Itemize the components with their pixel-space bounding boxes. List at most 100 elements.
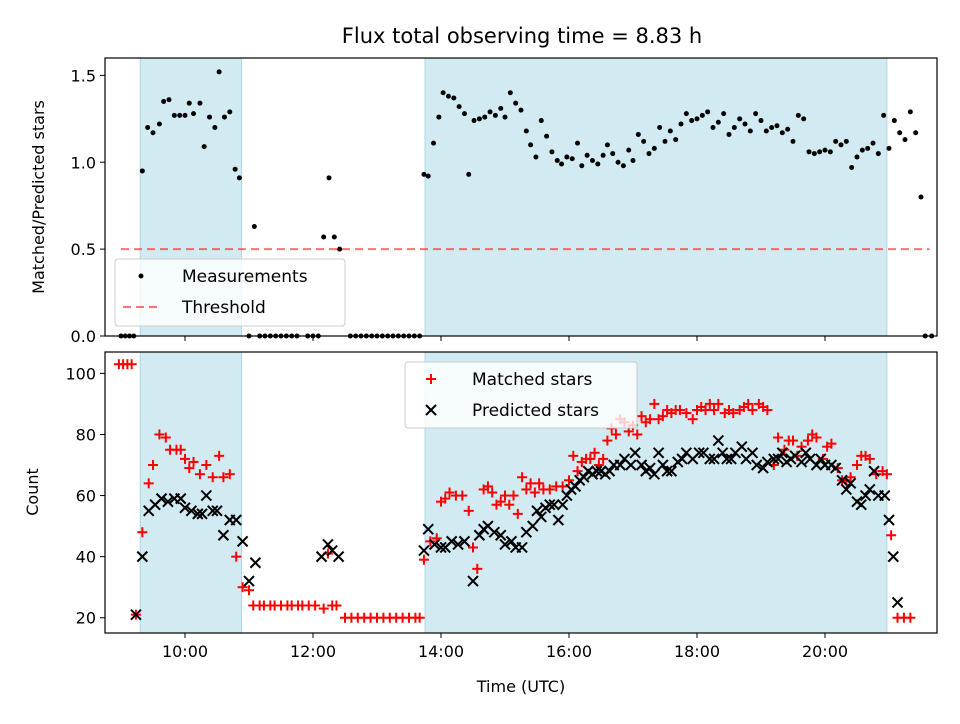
measurement-point	[843, 138, 849, 144]
matched-star-marker	[154, 429, 165, 440]
matched-star-marker	[237, 582, 248, 593]
measurement-point	[715, 119, 721, 125]
predicted-star-marker	[879, 489, 891, 502]
measurement-point	[564, 154, 570, 160]
predicted-star-marker	[625, 459, 637, 471]
measurement-point	[811, 151, 817, 157]
matched-star-marker	[881, 469, 892, 480]
predicted-star-marker	[776, 447, 789, 459]
measurement-point	[498, 105, 504, 111]
x-tick-label: 18:00	[674, 642, 720, 661]
matched-star-marker	[572, 466, 583, 477]
measurement-point	[827, 149, 833, 155]
predicted-star-marker	[136, 550, 149, 563]
matched-star-marker	[747, 405, 758, 416]
matched-star-marker	[687, 414, 698, 425]
predicted-star-marker	[665, 465, 678, 477]
measurement-point	[859, 147, 865, 153]
predicted-star-marker	[488, 526, 501, 538]
predicted-star-marker	[603, 465, 616, 477]
predicted-star-marker	[652, 447, 665, 459]
measurement-point	[865, 145, 871, 151]
measurement-point	[742, 121, 748, 127]
measurement-point	[171, 112, 177, 118]
predicted-star-marker	[795, 456, 808, 468]
predicted-star-marker	[196, 508, 208, 520]
predicted-star-marker	[810, 459, 823, 471]
top-y-tick-label: 0.0	[71, 327, 96, 346]
matched-star-marker	[602, 435, 613, 446]
measurement-point	[482, 114, 488, 120]
matched-star-marker	[645, 414, 656, 425]
matched-star-marker	[826, 438, 837, 449]
predicted-star-marker	[175, 492, 187, 505]
measurement-point	[779, 130, 785, 136]
predicted-star-marker	[716, 447, 729, 459]
measurement-point	[559, 161, 565, 167]
measurement-point	[763, 128, 769, 134]
measurement-point	[710, 125, 716, 130]
measurement-point	[421, 171, 427, 177]
measurement-point	[201, 144, 207, 150]
measurement-point	[569, 156, 575, 162]
predicted-star-marker	[452, 538, 464, 551]
top-axes-frame	[104, 57, 938, 337]
measurement-point	[507, 90, 513, 96]
measurement-point	[186, 100, 192, 106]
measurement-point	[610, 151, 616, 157]
matched-star-marker	[557, 481, 568, 492]
measurement-point	[513, 100, 519, 106]
x-axis-label: Time (UTC)	[476, 677, 565, 696]
matched-star-marker	[589, 447, 600, 458]
measurement-point	[662, 138, 668, 144]
matched-star-marker	[529, 487, 540, 498]
matched-star-marker	[649, 398, 660, 409]
matched-star-marker	[564, 475, 574, 486]
measurement-point	[918, 194, 924, 200]
measurement-point	[156, 121, 162, 127]
measurement-point	[774, 123, 780, 129]
measurement-point	[635, 131, 641, 137]
x-tick-label: 10:00	[162, 642, 208, 661]
predicted-star-marker	[230, 514, 242, 526]
measurement-point	[212, 125, 218, 130]
predicted-star-marker	[428, 538, 441, 551]
predicted-star-marker	[829, 462, 842, 474]
measurement-point	[197, 100, 203, 106]
matched-star-marker	[700, 405, 711, 416]
measurement-point	[785, 126, 791, 132]
predicted-star-marker	[467, 575, 479, 587]
matched-star-marker	[500, 490, 510, 501]
predicted-star-marker	[162, 495, 174, 508]
measurement-point	[907, 109, 913, 115]
matched-star-marker	[681, 408, 692, 419]
predicted-star-marker	[772, 453, 784, 465]
predicted-star-marker	[768, 453, 780, 465]
predicted-star-marker	[676, 453, 688, 465]
measurement-point	[694, 116, 700, 122]
measurement-point	[544, 133, 550, 139]
measurement-point	[747, 128, 753, 134]
matched-star-marker	[414, 612, 425, 623]
matched-star-marker	[331, 600, 342, 611]
predicted-star-marker	[800, 447, 812, 459]
measurement-point	[595, 161, 601, 167]
predicted-star-marker	[657, 459, 669, 471]
matched-star-marker	[126, 359, 137, 370]
bottom-y-tick-label: 80	[76, 425, 96, 444]
predicted-star-marker	[516, 541, 528, 554]
measurement-point	[731, 125, 737, 130]
measurement-point	[166, 97, 172, 103]
predicted-star-marker	[548, 499, 560, 511]
measurement-point	[579, 163, 585, 169]
measurement-point	[523, 128, 529, 134]
predicted-star-marker	[322, 538, 334, 551]
measurement-point	[326, 175, 332, 181]
predicted-star-marker	[130, 608, 142, 621]
bottom-y-tick-label: 40	[76, 548, 96, 567]
measurement-point	[790, 138, 796, 144]
top-panel: 0.0 0.5 1.0 1.5 Measurements Threshold	[71, 57, 938, 346]
predicted-star-marker	[445, 535, 458, 548]
predicted-star-marker	[661, 465, 673, 477]
